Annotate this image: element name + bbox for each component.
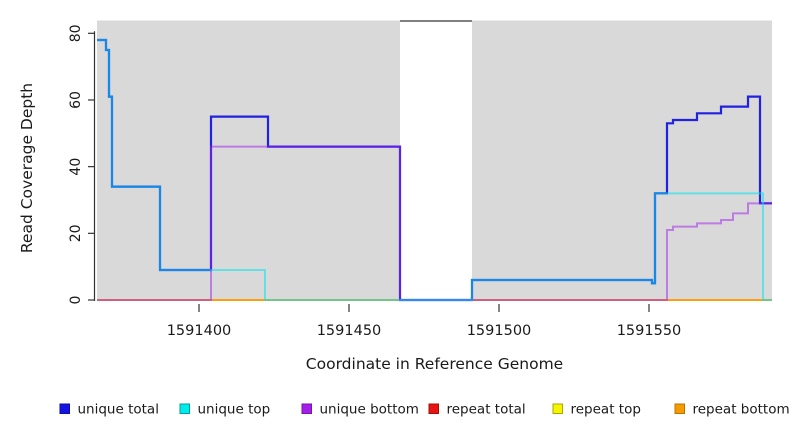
legend-swatch-unique-bottom	[301, 403, 312, 414]
legend-label-repeat-bottom: repeat bottom	[693, 402, 790, 418]
legend-swatch-repeat-bottom	[674, 403, 685, 414]
legend-swatch-unique-top	[179, 403, 190, 414]
y-tick-label: 0	[68, 296, 84, 305]
y-axis-title: Read Coverage Depth	[18, 83, 36, 253]
series-line-unique-bottom	[97, 145, 772, 301]
plot-panel-left	[97, 20, 400, 301]
legend-label-unique-total: unique total	[78, 402, 159, 418]
y-tick-label: 20	[68, 224, 84, 242]
x-tick-label: 1591400	[167, 323, 232, 339]
legend-swatch-repeat-total	[428, 403, 439, 414]
series-line-unique-top	[97, 38, 772, 301]
legend-label-unique-top: unique top	[198, 402, 271, 418]
x-tick-label: 1591550	[617, 323, 682, 339]
legend-swatch-unique-total	[59, 403, 70, 414]
legend-label-repeat-total: repeat total	[447, 402, 526, 418]
legend-label-unique-bottom: unique bottom	[320, 402, 419, 418]
legend-swatch-repeat-top	[552, 403, 563, 414]
x-tick-label: 1591500	[467, 323, 532, 339]
legend-label-repeat-top: repeat top	[571, 402, 641, 418]
y-tick-label: 40	[68, 158, 84, 176]
x-tick-label: 1591450	[317, 323, 382, 339]
y-tick-label: 60	[68, 91, 84, 109]
plot-panel-right	[472, 20, 772, 301]
y-tick-label: 80	[68, 24, 84, 42]
x-axis-title: Coordinate in Reference Genome	[306, 355, 563, 373]
